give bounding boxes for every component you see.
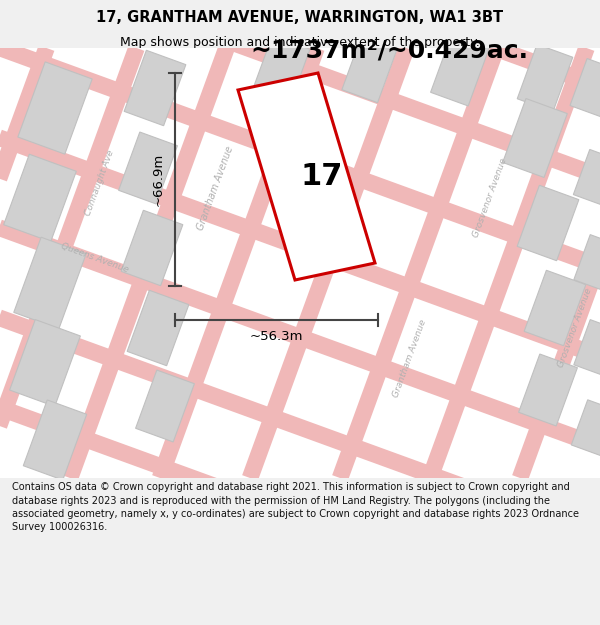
Polygon shape: [10, 319, 80, 406]
Polygon shape: [136, 370, 194, 442]
Text: Queens Avenue: Queens Avenue: [60, 242, 130, 274]
Text: 17, GRANTHAM AVENUE, WARRINGTON, WA1 3BT: 17, GRANTHAM AVENUE, WARRINGTON, WA1 3BT: [97, 9, 503, 24]
Polygon shape: [574, 149, 600, 206]
Text: Grantham Avenue: Grantham Avenue: [195, 144, 235, 231]
Polygon shape: [14, 238, 86, 329]
Polygon shape: [431, 34, 490, 106]
Text: Contains OS data © Crown copyright and database right 2021. This information is : Contains OS data © Crown copyright and d…: [12, 482, 579, 532]
Polygon shape: [127, 290, 189, 366]
Polygon shape: [570, 59, 600, 118]
Polygon shape: [517, 44, 573, 112]
Polygon shape: [342, 33, 398, 103]
Polygon shape: [238, 73, 375, 280]
Text: 17: 17: [301, 162, 343, 191]
Polygon shape: [503, 99, 568, 178]
Polygon shape: [23, 400, 87, 480]
Polygon shape: [124, 50, 186, 126]
Polygon shape: [574, 319, 600, 376]
Polygon shape: [250, 36, 310, 111]
Polygon shape: [518, 354, 577, 426]
Text: Grantham Avenue: Grantham Avenue: [392, 318, 428, 398]
Polygon shape: [571, 400, 600, 456]
Polygon shape: [517, 185, 579, 261]
Polygon shape: [121, 210, 183, 286]
Text: ~66.9m: ~66.9m: [152, 153, 165, 206]
Text: ~1737m²/~0.429ac.: ~1737m²/~0.429ac.: [250, 39, 528, 63]
Polygon shape: [18, 62, 92, 154]
Text: Grosvenor Avenue: Grosvenor Avenue: [556, 287, 593, 369]
Polygon shape: [119, 132, 178, 204]
Text: Map shows position and indicative extent of the property.: Map shows position and indicative extent…: [120, 36, 480, 49]
Polygon shape: [4, 154, 76, 242]
Polygon shape: [574, 234, 600, 291]
Text: Connaught Ave: Connaught Ave: [84, 149, 116, 217]
Text: ~56.3m: ~56.3m: [250, 330, 303, 343]
Polygon shape: [524, 270, 586, 346]
Text: Grosvenor Avenue: Grosvenor Avenue: [472, 157, 509, 239]
